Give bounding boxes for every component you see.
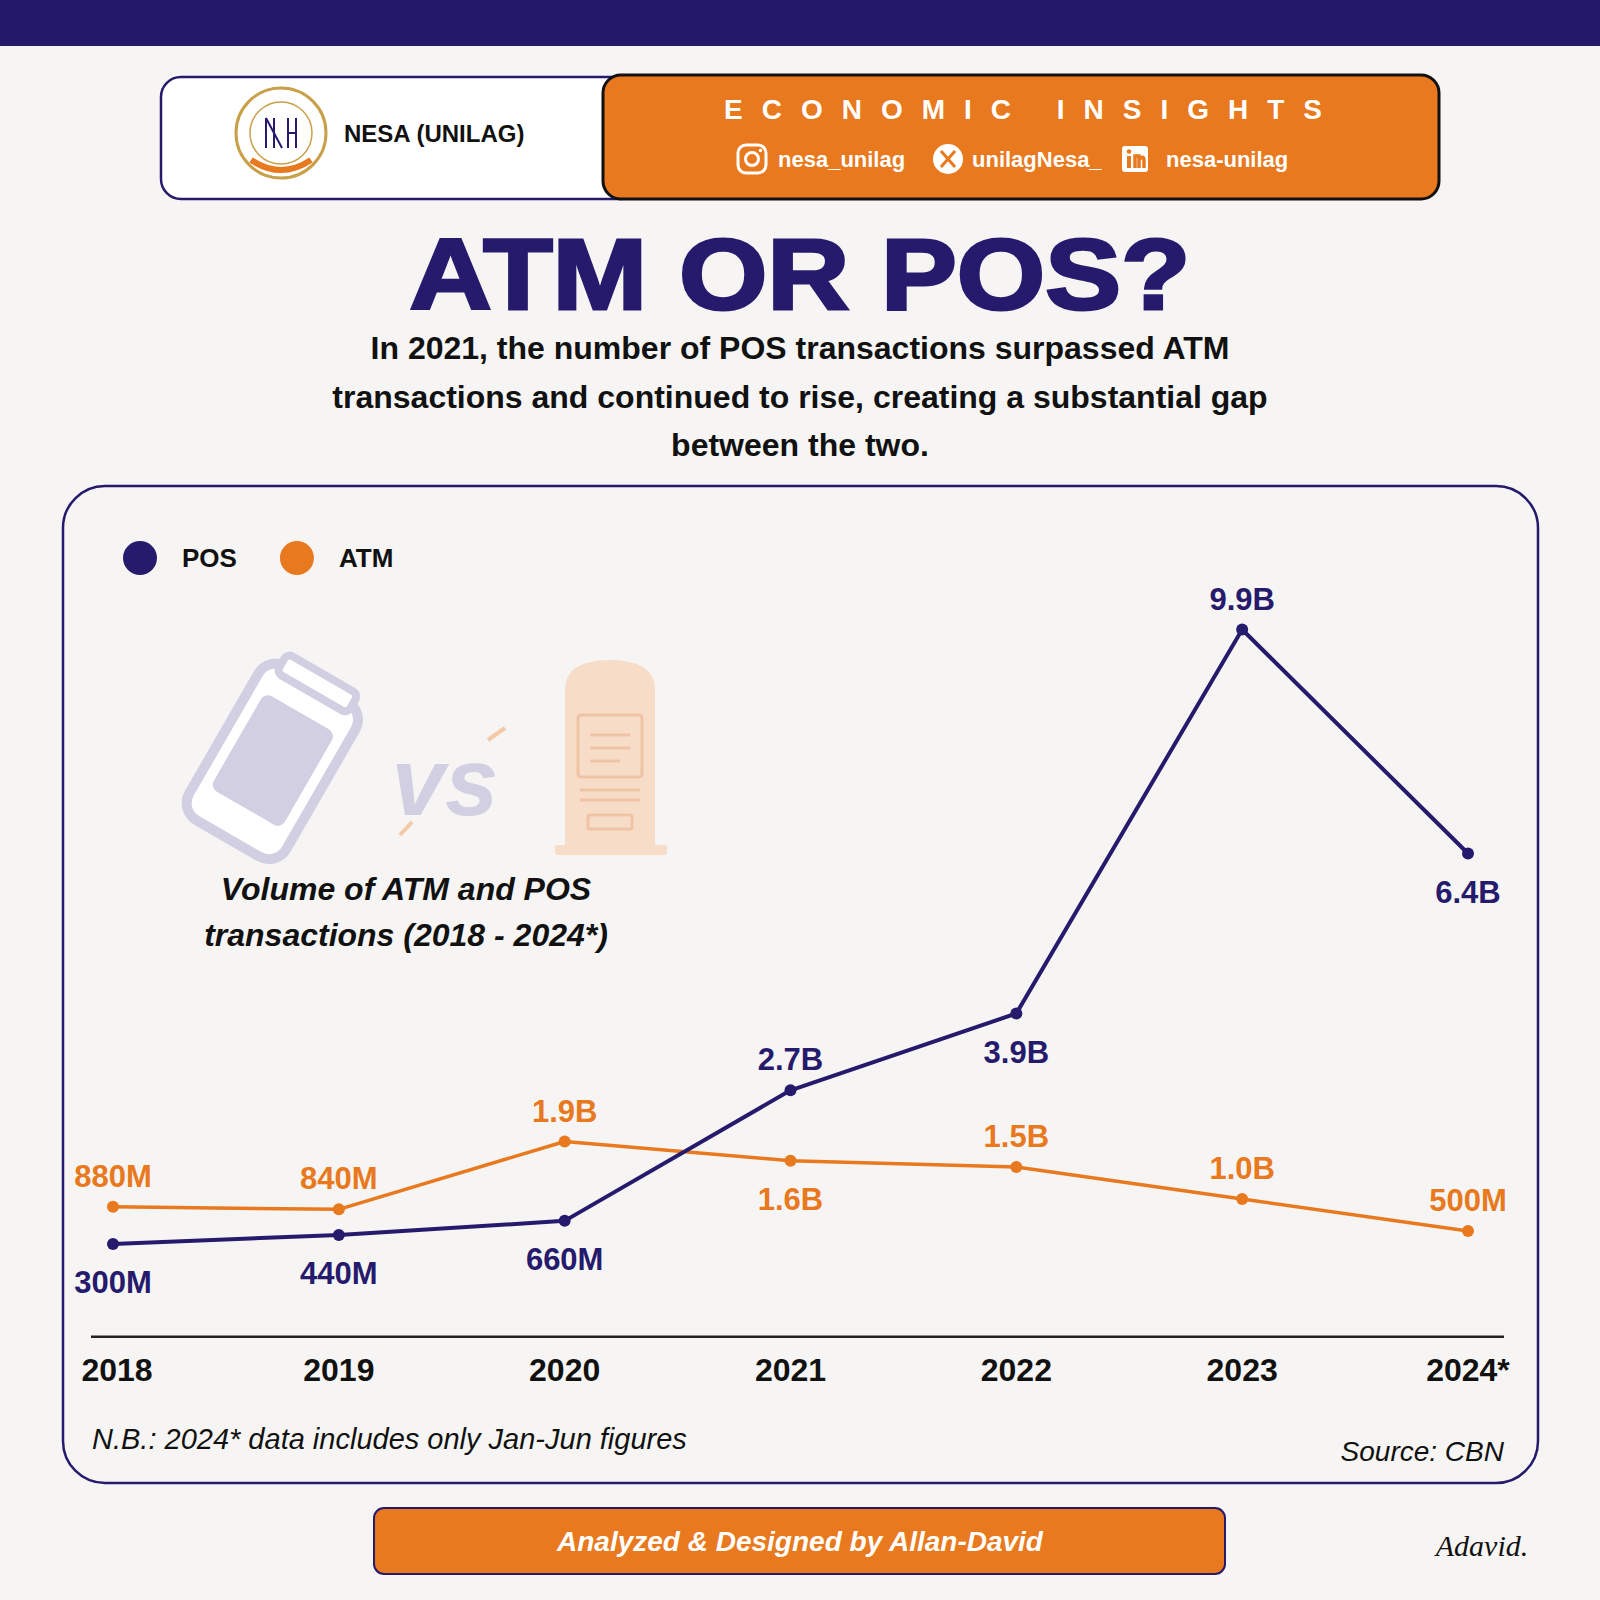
- series-marker: [1462, 848, 1474, 860]
- pos-icon-paper: [276, 653, 358, 713]
- series-marker: [1462, 1225, 1474, 1237]
- data-label: 660M: [526, 1242, 604, 1277]
- series-marker: [1010, 1161, 1022, 1173]
- series-marker: [1010, 1008, 1022, 1020]
- banner-text: ECONOMIC INSIGHTS: [724, 94, 1341, 125]
- instagram-icon-dot: [759, 149, 763, 153]
- social-icons: [738, 144, 1148, 174]
- signature: Adavid.: [1434, 1529, 1528, 1562]
- series-marker: [1236, 624, 1248, 636]
- legend-swatch: [280, 541, 314, 575]
- linkedin-icon-dot: [1127, 149, 1132, 154]
- series-marker: [559, 1215, 571, 1227]
- logo-inner: [250, 102, 312, 164]
- pos-icon-screen: [210, 692, 336, 828]
- vs-slash: [400, 728, 505, 835]
- data-label: 300M: [74, 1265, 152, 1300]
- instagram-icon-lens: [746, 153, 759, 166]
- series-marker: [107, 1201, 119, 1213]
- page: NESA (UNILAG) ECONOMIC INSIGHTS nesa_unila…: [0, 0, 1600, 1600]
- source: Source: CBN: [1341, 1436, 1505, 1467]
- instagram-icon: [738, 145, 766, 173]
- x-tick-labels: 2018 2019 2020 2021 2022 2023 2024*: [81, 1352, 1510, 1388]
- data-label: 9.9B: [1209, 582, 1274, 617]
- atm-icon: [555, 660, 667, 855]
- data-label: 3.9B: [984, 1035, 1049, 1070]
- social-handle: unilagNesa_: [972, 147, 1102, 172]
- background: [0, 0, 1600, 1600]
- top-bar: [0, 0, 1600, 46]
- x-icon-mark: [941, 151, 955, 167]
- linkedin-icon-n: [1135, 156, 1144, 168]
- logo-mark: [266, 118, 296, 148]
- series-marker: [1236, 1193, 1248, 1205]
- vs-text: vs: [392, 728, 499, 835]
- x-tick-label: 2021: [755, 1352, 826, 1388]
- plot-marks: [107, 624, 1474, 1250]
- subtitle-line: In 2021, the number of POS transactions …: [371, 330, 1230, 366]
- x-tick-label: 2024*: [1426, 1352, 1510, 1388]
- data-label: 2.7B: [758, 1042, 823, 1077]
- legend: POS ATM: [123, 541, 393, 575]
- social-handle: nesa-unilag: [1166, 147, 1288, 172]
- subtitle-line: transactions and continued to rise, crea…: [332, 379, 1267, 415]
- chart-title-line: Volume of ATM and POS: [221, 871, 592, 907]
- series-marker: [333, 1229, 345, 1241]
- logo-ring: [236, 88, 326, 178]
- chart-panel: [63, 486, 1538, 1483]
- series-marker: [785, 1084, 797, 1096]
- x-tick-label: 2020: [529, 1352, 600, 1388]
- banner-box: [603, 75, 1439, 199]
- series-marker: [785, 1155, 797, 1167]
- atm-icon-base: [555, 845, 667, 855]
- org-name: NESA (UNILAG): [344, 120, 524, 147]
- header-box: [161, 77, 641, 199]
- chart-title-line: transactions (2018 - 2024*): [204, 917, 608, 953]
- footer-box: [374, 1508, 1225, 1574]
- data-label: 840M: [300, 1161, 378, 1196]
- pos-icon: [179, 646, 371, 867]
- x-icon: [933, 144, 963, 174]
- data-label: 6.4B: [1435, 875, 1500, 910]
- data-label: 880M: [74, 1159, 152, 1194]
- footnote: N.B.: 2024* data includes only Jan-Jun f…: [92, 1423, 687, 1455]
- data-label: 1.0B: [1209, 1151, 1274, 1186]
- data-label: 1.6B: [758, 1182, 823, 1217]
- atm-icon-screen: [578, 715, 642, 777]
- linkedin-icon-i: [1127, 156, 1131, 168]
- title: ATM OR POS?: [410, 218, 1191, 330]
- series-line: [113, 630, 1468, 1244]
- series-marker: [333, 1203, 345, 1215]
- data-label: 1.5B: [984, 1119, 1049, 1154]
- x-tick-label: 2019: [303, 1352, 374, 1388]
- x-axis: [91, 1335, 1504, 1338]
- x-tick-label: 2022: [981, 1352, 1052, 1388]
- atm-icon-slot: [588, 815, 632, 829]
- logo: [236, 88, 326, 178]
- legend-label: POS: [182, 543, 237, 573]
- x-tick-label: 2023: [1207, 1352, 1278, 1388]
- data-labels: 300M 440M 660M 2.7B 3.9B 9.9B 6.4B 880M 840M 1.9B…: [74, 582, 1507, 1300]
- x-tick-label: 2018: [81, 1352, 152, 1388]
- legend-label: ATM: [339, 543, 393, 573]
- credit: Analyzed & Designed by Allan-David: [556, 1526, 1044, 1557]
- subtitle-line: between the two.: [671, 427, 929, 463]
- atm-icon-lines: [580, 735, 640, 800]
- data-label: 500M: [1429, 1183, 1507, 1218]
- legend-swatch: [123, 541, 157, 575]
- series-marker: [107, 1238, 119, 1250]
- illustration: vs: [179, 646, 667, 867]
- logo-ribbon: [251, 160, 311, 170]
- atm-icon-body: [565, 660, 655, 845]
- data-label: 440M: [300, 1256, 378, 1291]
- linkedin-icon: [1122, 146, 1148, 172]
- data-label: 1.9B: [532, 1094, 597, 1129]
- series-marker: [559, 1136, 571, 1148]
- social-handle: nesa_unilag: [778, 147, 905, 172]
- series-line: [113, 1142, 1468, 1232]
